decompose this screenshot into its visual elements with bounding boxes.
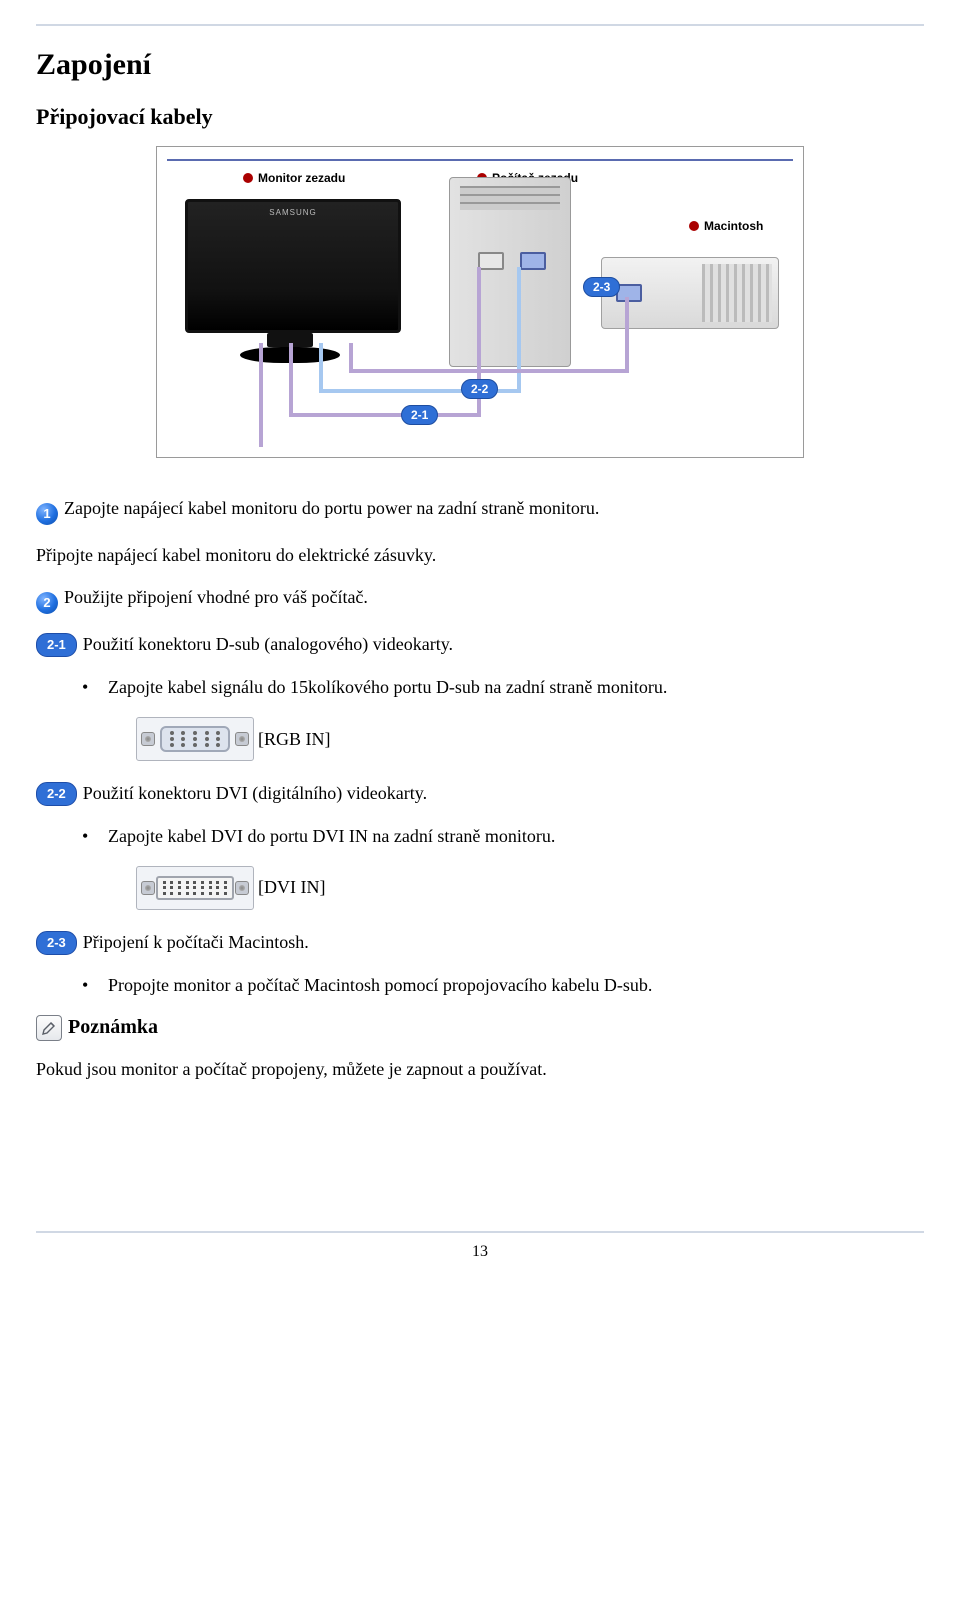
step-marker-2-1-icon: 2-1 [36,633,77,657]
connection-diagram: Monitor zezadu Počítač zezadu Macintosh … [156,146,804,458]
note-label: Poznámka [68,1016,158,1039]
step-text: Připojení k počítači Macintosh. [83,932,309,952]
note-pencil-icon [36,1015,62,1041]
step-text: Zapojte napájecí kabel monitoru do portu… [64,498,599,518]
step-text: Použijte připojení vhodné pro váš počíta… [64,587,368,607]
bullet-2-1: Zapojte kabel signálu do 15kolíkového po… [74,675,924,699]
step-marker-1-icon: 1 [36,503,58,525]
diagram-tag-2-3: 2-3 [583,277,620,297]
step-2-1-line: 2-1 Použití konektoru D-sub (analogového)… [36,632,924,657]
step-1-line-b: Připojte napájecí kabel monitoru do elek… [36,543,924,567]
note-text: Pokud jsou monitor a počítač propojeny, … [36,1057,924,1081]
diagram-tag-2-2: 2-2 [461,379,498,399]
section-subtitle: Připojovací kabely [36,104,924,130]
step-marker-2-icon: 2 [36,592,58,614]
port-row-rgb: [RGB IN] [136,717,924,761]
page-number: 13 [36,1243,924,1261]
step-2-3-line: 2-3 Připojení k počítači Macintosh. [36,930,924,955]
step-text: Použití konektoru D-sub (analogového) vi… [83,634,453,654]
step-marker-2-2-icon: 2-2 [36,782,77,806]
diagram-tag-2-1: 2-1 [401,405,438,425]
rgb-port-label: [RGB IN] [258,729,331,750]
dvi-port-icon [136,866,254,910]
step-2-line: 2 Použijte připojení vhodné pro váš počít… [36,585,924,614]
bottom-rule [36,1231,924,1233]
rgb-port-icon [136,717,254,761]
step-marker-2-3-icon: 2-3 [36,931,77,955]
bullet-2-2: Zapojte kabel DVI do portu DVI IN na zad… [74,824,924,848]
step-2-2-line: 2-2 Použití konektoru DVI (digitálního) v… [36,781,924,806]
page-title: Zapojení [36,48,924,82]
port-row-dvi: [DVI IN] [136,866,924,910]
step-text: Použití konektoru DVI (digitálního) vide… [83,783,427,803]
top-rule [36,24,924,26]
dvi-port-label: [DVI IN] [258,877,325,898]
bullet-2-3: Propojte monitor a počítač Macintosh pom… [74,973,924,997]
diagram-wires [157,147,803,457]
step-1-line-a: 1 Zapojte napájecí kabel monitoru do port… [36,496,924,525]
note-header: Poznámka [36,1015,924,1041]
